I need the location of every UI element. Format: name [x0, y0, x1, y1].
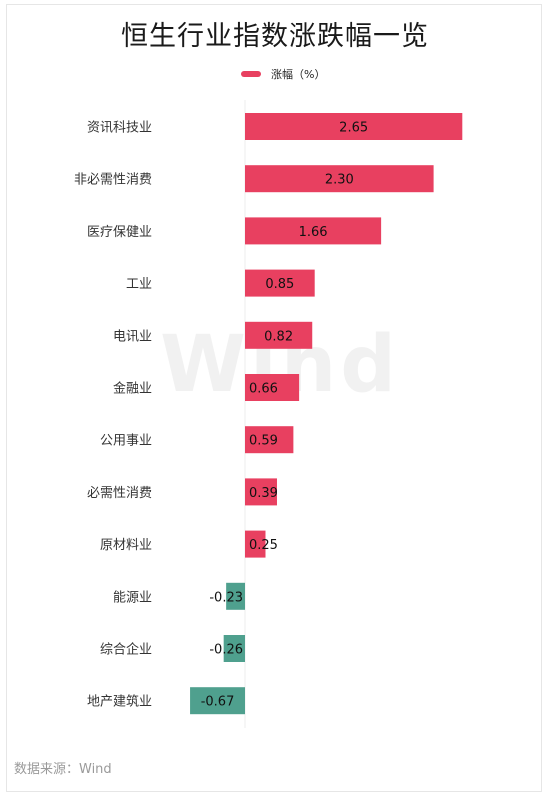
category-label: 综合企业 — [100, 642, 152, 658]
value-label: 2.30 — [325, 173, 354, 188]
legend: 涨幅（%） — [241, 64, 325, 84]
value-label: -0.23 — [209, 590, 243, 605]
bar-2 — [245, 165, 434, 193]
bar-11 — [223, 635, 245, 662]
category-label: 金融业 — [113, 381, 152, 397]
bar-7 — [245, 426, 294, 454]
value-label: 2.65 — [339, 121, 368, 136]
category-label: 原材料业 — [100, 538, 152, 553]
legend-label: 涨幅（%） — [271, 68, 326, 81]
value-label: 0.85 — [265, 277, 294, 292]
category-label: 能源业 — [113, 590, 152, 605]
bar-10 — [226, 582, 245, 610]
value-label: 0.82 — [264, 329, 293, 344]
bar-9 — [245, 530, 266, 558]
category-label: 公用事业 — [100, 434, 152, 449]
category-label: 医疗保健业 — [87, 225, 152, 240]
category-label: 资讯科技业 — [87, 121, 152, 136]
value-label: 0.66 — [249, 382, 278, 397]
bar-5 — [245, 321, 313, 349]
category-label: 电讯业 — [113, 329, 152, 344]
value-label: -0.67 — [201, 695, 235, 710]
category-label: 工业 — [126, 277, 152, 292]
category-label: 必需性消费 — [87, 486, 152, 501]
value-label: 1.66 — [299, 225, 328, 240]
category-label: 地产建筑业 — [87, 694, 152, 710]
legend-swatch — [241, 71, 261, 77]
source-note: 数据来源：Wind — [14, 762, 112, 777]
value-label: -0.26 — [209, 643, 243, 658]
bar-1 — [245, 113, 463, 140]
value-label: 0.59 — [249, 434, 278, 449]
value-label: 0.39 — [249, 486, 278, 501]
bar-3 — [245, 217, 382, 245]
bar-4 — [245, 269, 315, 297]
bar-6 — [245, 374, 300, 401]
bar-12 — [190, 687, 245, 715]
chart-title: 恒生行业指数涨跌幅一览 — [121, 21, 429, 52]
bar-8 — [245, 478, 277, 506]
category-label: 非必需性消费 — [74, 173, 152, 188]
value-label: 0.25 — [249, 538, 278, 553]
